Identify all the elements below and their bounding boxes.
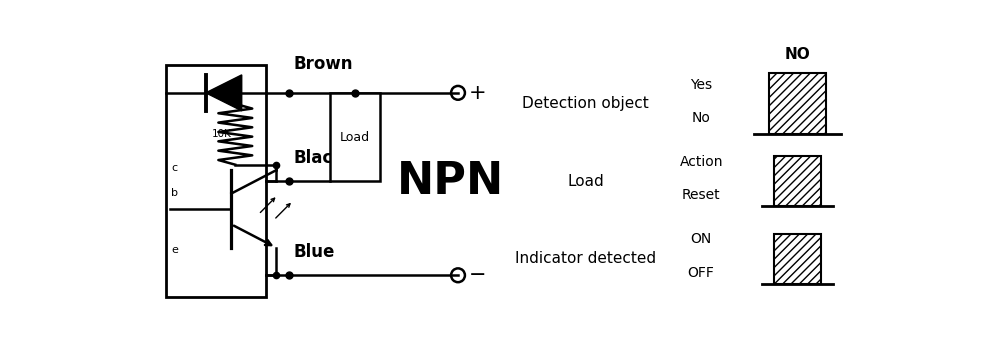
Text: b: b bbox=[171, 188, 178, 198]
Text: −: − bbox=[469, 265, 487, 285]
Text: Load: Load bbox=[567, 174, 604, 189]
Text: c: c bbox=[171, 163, 178, 173]
Text: NPN: NPN bbox=[397, 160, 505, 203]
Bar bbox=[774, 157, 821, 206]
Text: Detection object: Detection object bbox=[522, 97, 649, 111]
Bar bbox=[166, 65, 266, 297]
Text: Action: Action bbox=[679, 155, 723, 169]
Bar bbox=[330, 93, 380, 181]
Text: Indicator detected: Indicator detected bbox=[515, 251, 656, 266]
Text: +: + bbox=[469, 83, 487, 103]
Text: Blue: Blue bbox=[293, 243, 334, 261]
Text: Yes: Yes bbox=[690, 78, 712, 92]
Text: 10K: 10K bbox=[212, 129, 231, 139]
Polygon shape bbox=[206, 75, 242, 111]
Bar bbox=[769, 74, 826, 134]
Text: Reset: Reset bbox=[682, 188, 720, 202]
Text: Brown: Brown bbox=[293, 56, 353, 74]
Text: OFF: OFF bbox=[688, 266, 715, 280]
Text: Black: Black bbox=[293, 149, 343, 167]
Text: e: e bbox=[171, 245, 178, 255]
Text: ON: ON bbox=[691, 232, 712, 246]
Bar bbox=[774, 234, 821, 284]
Text: No: No bbox=[692, 111, 711, 125]
Text: Load: Load bbox=[340, 131, 370, 144]
Text: NO: NO bbox=[785, 47, 810, 62]
